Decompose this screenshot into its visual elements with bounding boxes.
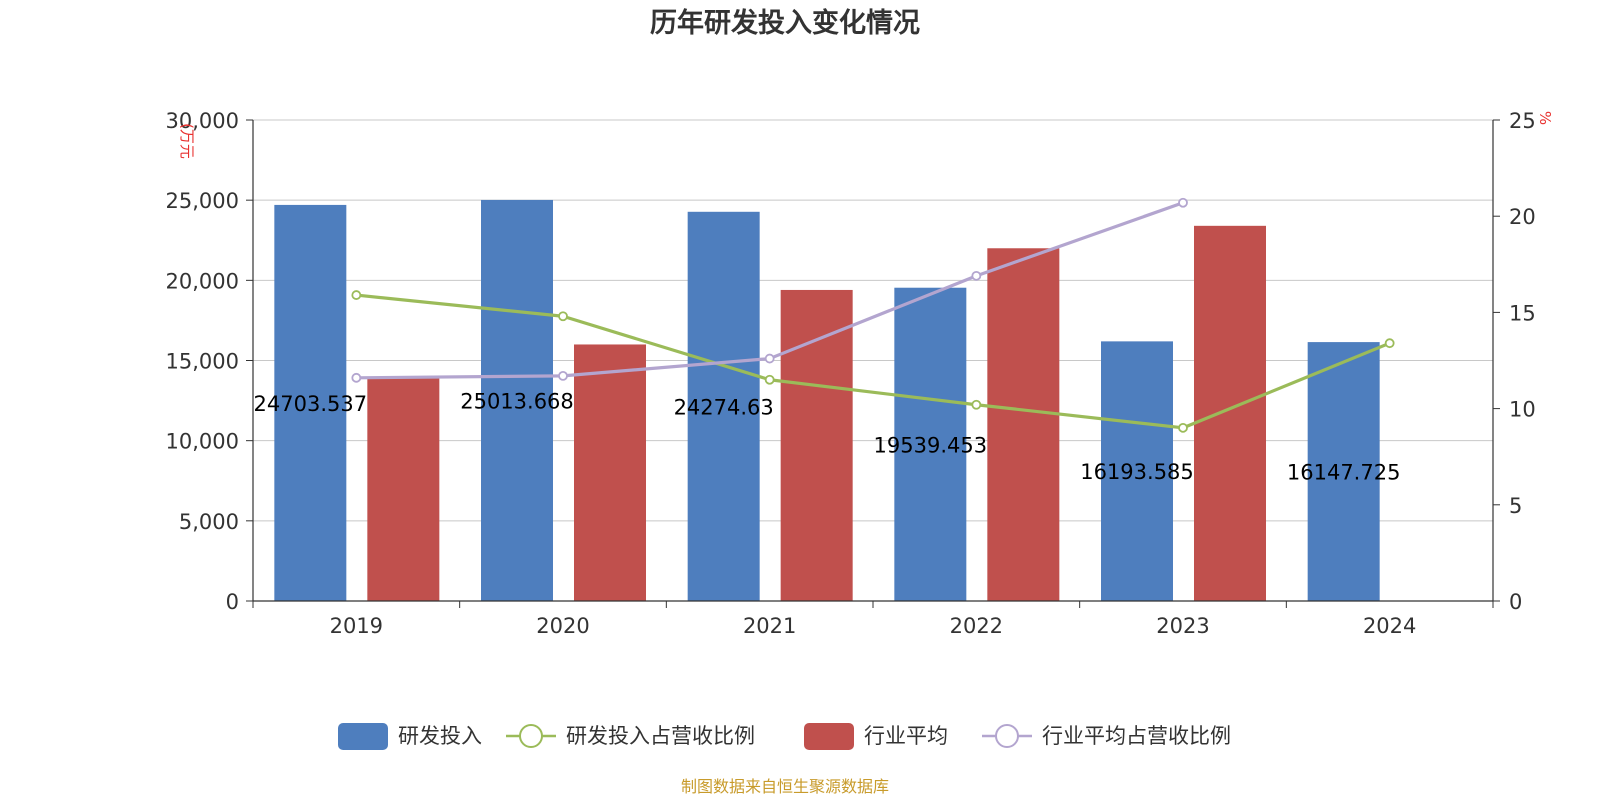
legend-marker [995, 724, 1019, 748]
right-tick-label: 20 [1509, 205, 1536, 229]
bar-data-label: 25013.668 [460, 389, 574, 413]
left-tick-label: 10,000 [166, 430, 239, 454]
bar [1194, 225, 1266, 601]
axes: 0 5,000 10,000 15,000 20,000 25,000 30,000 0 5 10… [166, 109, 1536, 638]
x-tick-label: 2024 [1363, 614, 1416, 638]
x-tick-label: 2023 [1156, 614, 1209, 638]
series-point [558, 311, 568, 322]
legend-label: 行业平均 [864, 724, 948, 748]
grid-lines [253, 119, 1493, 522]
left-tick-label: 25,000 [166, 189, 239, 213]
legend-label: 研发投入占营收比例 [566, 724, 755, 748]
bar-data-label: 16193.585 [1080, 460, 1194, 484]
right-tick-label: 10 [1509, 398, 1536, 422]
bar [1101, 341, 1173, 601]
bar-data-label: 24274.63 [674, 395, 774, 419]
series-line [356, 293, 1391, 430]
chart-title: 历年研发投入变化情况 [650, 7, 920, 39]
legend-label: 行业平均占营收比例 [1042, 724, 1231, 748]
series-point [351, 372, 362, 383]
data-labels: 24703.537 25013.668 24274.63 19539.453 16193… [254, 389, 1401, 484]
bar-data-label: 19539.453 [874, 433, 988, 457]
x-tick-label: 2021 [743, 614, 796, 638]
legend-label: 研发投入 [398, 724, 482, 748]
left-tick-label: 15,000 [166, 350, 239, 374]
bar-data-label: 24703.537 [254, 392, 368, 416]
series-point [764, 353, 775, 364]
bar-data-label: 16147.725 [1287, 461, 1401, 485]
series-lines [351, 197, 1395, 433]
left-tick-label: 5,000 [179, 510, 239, 534]
bar [274, 204, 347, 601]
left-axis-unit: (万元 [178, 123, 196, 159]
bar [1307, 342, 1380, 601]
x-tick-label: 2020 [536, 614, 589, 638]
left-tick-label: 0 [226, 590, 239, 614]
source-note: 制图数据来自恒生聚源数据库 [681, 777, 889, 796]
right-tick-label: 15 [1509, 301, 1536, 325]
bar [987, 248, 1060, 601]
legend-swatch [804, 723, 854, 750]
right-tick-label: 5 [1509, 494, 1522, 518]
series-point [971, 399, 982, 410]
bar [367, 376, 440, 601]
x-tick-label: 2022 [950, 614, 1003, 638]
bars [274, 199, 1380, 602]
bar [687, 211, 760, 602]
series-point [1178, 197, 1188, 208]
x-tick-label: 2019 [330, 614, 383, 638]
bar [780, 289, 853, 601]
series-point [558, 370, 568, 381]
series-point [351, 290, 362, 300]
legend: 研发投入 研发投入占营收比例 行业平均 行业平均占营收比例 [338, 723, 1231, 750]
right-tick-label: 25 [1509, 109, 1536, 133]
left-tick-label: 20,000 [166, 269, 239, 293]
series-point [1384, 338, 1395, 349]
legend-swatch [338, 723, 388, 750]
legend-marker [519, 724, 543, 748]
bar [894, 287, 967, 601]
right-axis-unit: % [1536, 111, 1554, 125]
series-point [1178, 422, 1188, 433]
left-tick-label: 30,000 [166, 109, 239, 133]
bar [574, 344, 646, 601]
right-tick-label: 0 [1509, 590, 1522, 614]
series-point [971, 270, 982, 281]
series-point [764, 374, 775, 385]
bar [481, 199, 553, 602]
